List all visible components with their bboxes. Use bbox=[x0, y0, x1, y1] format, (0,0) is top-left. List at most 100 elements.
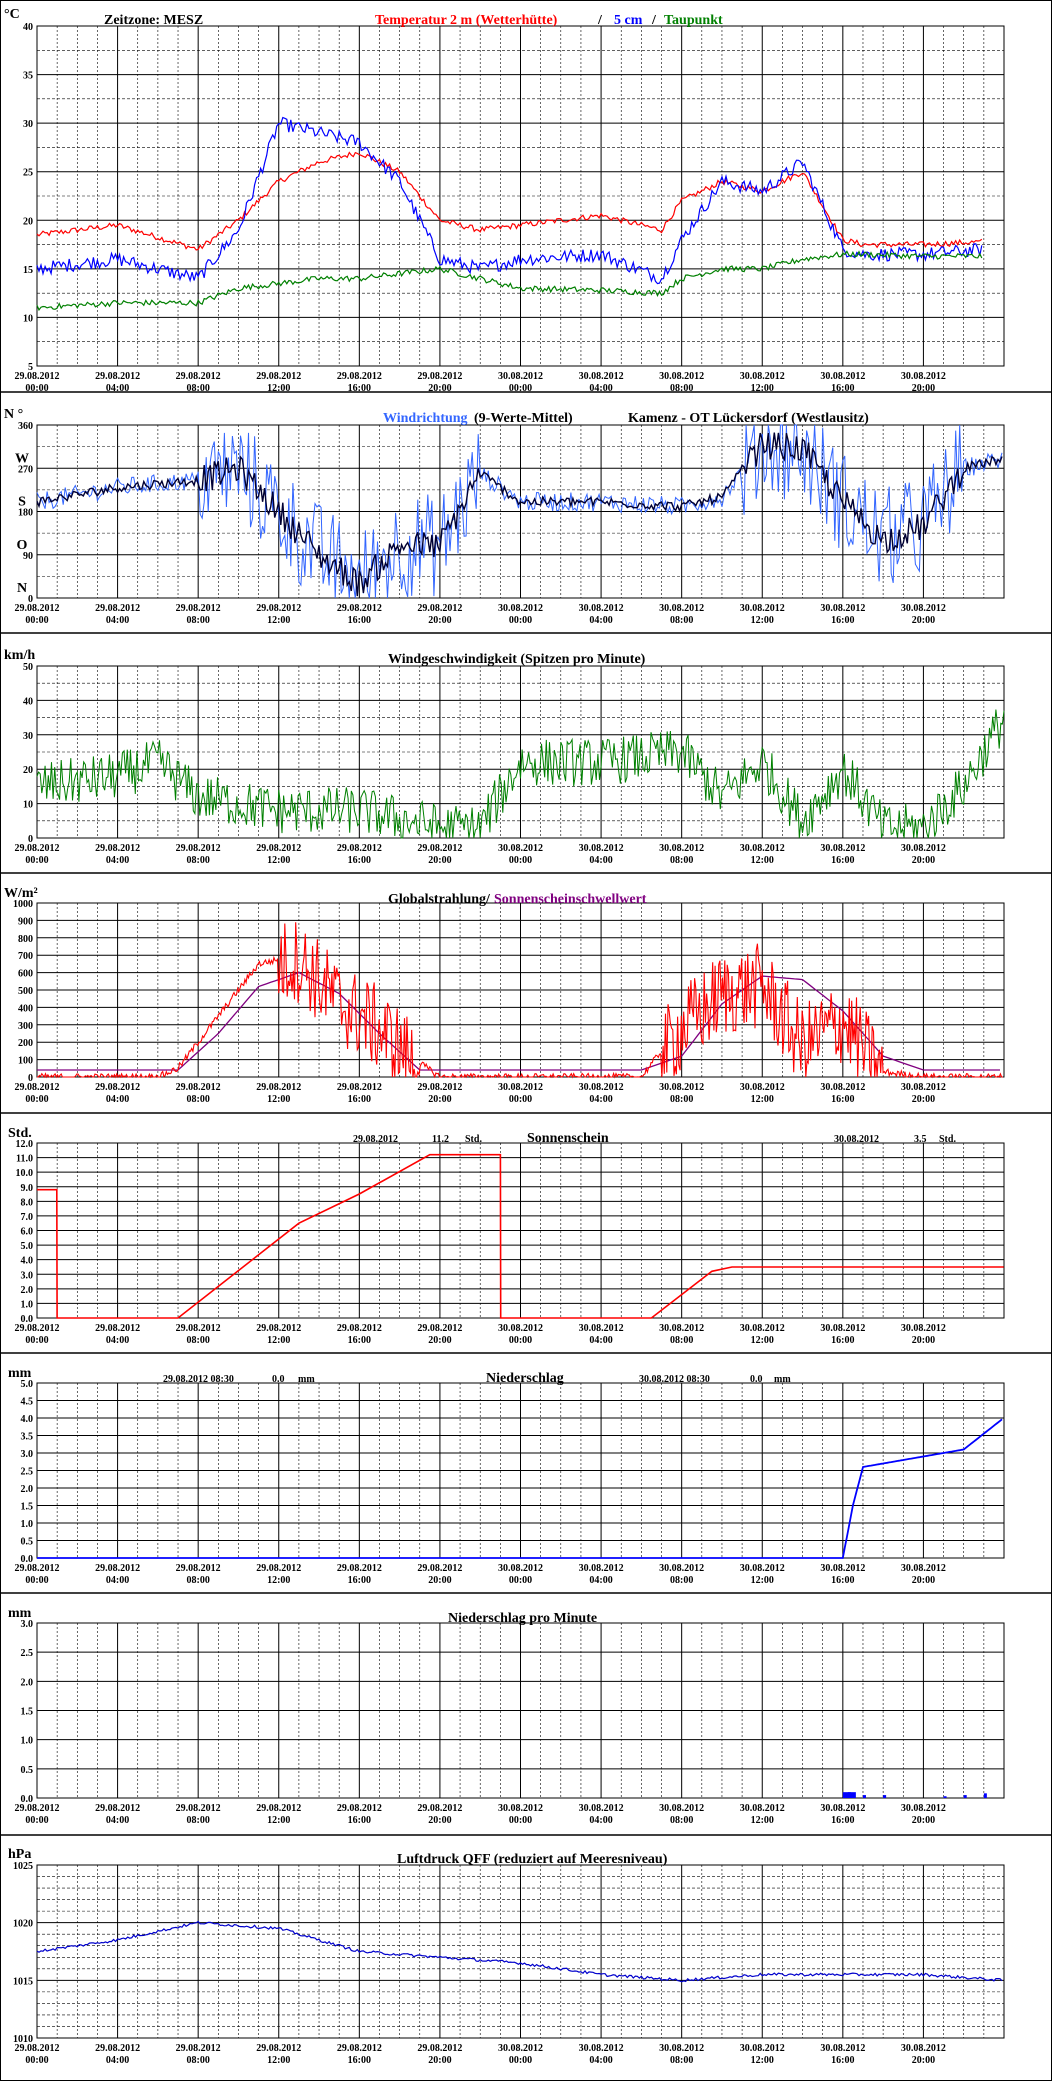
xtick-time-label: 16:00 bbox=[348, 1575, 371, 1586]
xtick-time-label: 00:00 bbox=[509, 383, 532, 394]
xtick-time-label: 20:00 bbox=[428, 2055, 451, 2066]
xtick-time-label: 00:00 bbox=[509, 615, 532, 626]
temp-title-sep: / bbox=[597, 13, 603, 28]
xtick-time-label: 08:00 bbox=[186, 1575, 209, 1586]
rain-ytick-label: 1.0 bbox=[21, 1519, 34, 1530]
xtick-time-label: 16:00 bbox=[831, 2055, 854, 2066]
xtick-date-label: 29.08.2012 bbox=[95, 1082, 140, 1093]
rainmin-ytick-label: 2.5 bbox=[21, 1648, 34, 1659]
sun-ytick-label: 2.0 bbox=[21, 1285, 34, 1296]
xtick-time-label: 16:00 bbox=[831, 1335, 854, 1346]
sunshine-threshold-line bbox=[37, 971, 1000, 1071]
xtick-time-label: 08:00 bbox=[186, 1094, 209, 1105]
xtick-date-label: 30.08.2012 bbox=[901, 1082, 946, 1093]
xtick-date-label: 29.08.2012 bbox=[15, 1563, 60, 1574]
xtick-date-label: 30.08.2012 bbox=[740, 1082, 785, 1093]
compass-label-N: N bbox=[17, 581, 27, 596]
xtick-time-label: 16:00 bbox=[831, 383, 854, 394]
xtick-date-label: 30.08.2012 bbox=[740, 843, 785, 854]
rad-ytick-label: 300 bbox=[18, 1021, 33, 1032]
xtick-time-label: 20:00 bbox=[428, 1575, 451, 1586]
xtick-time-label: 12:00 bbox=[267, 1335, 290, 1346]
xtick-time-label: 04:00 bbox=[106, 383, 129, 394]
sun-day2-value: 3.5 bbox=[914, 1134, 927, 1145]
wind-unit-label: km/h bbox=[4, 648, 35, 663]
xtick-date-label: 30.08.2012 bbox=[498, 1803, 543, 1814]
xtick-time-label: 00:00 bbox=[509, 1815, 532, 1826]
xtick-time-label: 00:00 bbox=[25, 1335, 48, 1346]
rain-unit-label: mm bbox=[8, 1366, 32, 1381]
rad-ytick-label: 900 bbox=[18, 916, 33, 927]
xtick-time-label: 12:00 bbox=[751, 383, 774, 394]
xtick-date-label: 29.08.2012 bbox=[337, 1323, 382, 1334]
xtick-date-label: 30.08.2012 bbox=[740, 1563, 785, 1574]
xtick-date-label: 29.08.2012 bbox=[417, 1082, 462, 1093]
xtick-date-label: 30.08.2012 bbox=[579, 1563, 624, 1574]
temp-ytick-label: 5 bbox=[28, 362, 33, 373]
xtick-date-label: 29.08.2012 bbox=[417, 371, 462, 382]
xtick-time-label: 16:00 bbox=[831, 1094, 854, 1105]
xtick-time-label: 04:00 bbox=[106, 1815, 129, 1826]
rain-day1-label: 29.08.2012 08:30 bbox=[163, 1374, 234, 1385]
xtick-date-label: 30.08.2012 bbox=[659, 1323, 704, 1334]
rad-ytick-label: 600 bbox=[18, 969, 33, 980]
xtick-time-label: 16:00 bbox=[831, 1815, 854, 1826]
rainmin-ytick-label: 3.0 bbox=[21, 1619, 34, 1630]
xtick-date-label: 29.08.2012 bbox=[176, 1323, 221, 1334]
temp-panel: 40353025201510529.08.201200:0029.08.2012… bbox=[4, 7, 1005, 394]
xtick-time-label: 16:00 bbox=[348, 855, 371, 866]
sun-ytick-label: 6.0 bbox=[21, 1227, 34, 1238]
xtick-date-label: 30.08.2012 bbox=[901, 1323, 946, 1334]
press-title: Luftdruck QFF (reduziert auf Meeresnivea… bbox=[397, 1852, 668, 1867]
temp-title-green: Taupunkt bbox=[664, 13, 723, 28]
xtick-date-label: 29.08.2012 bbox=[176, 603, 221, 614]
dir-title-black: (9-Werte-Mittel) bbox=[474, 411, 573, 426]
rain-day2-label: 30.08.2012 08:30 bbox=[639, 1374, 710, 1385]
rad-ytick-label: 0 bbox=[28, 1073, 33, 1084]
xtick-date-label: 29.08.2012 bbox=[417, 1323, 462, 1334]
xtick-time-label: 12:00 bbox=[267, 1815, 290, 1826]
xtick-time-label: 20:00 bbox=[912, 855, 935, 866]
xtick-time-label: 20:00 bbox=[912, 2055, 935, 2066]
temp-ytick-label: 10 bbox=[23, 313, 33, 324]
xtick-date-label: 29.08.2012 bbox=[417, 1803, 462, 1814]
press-ytick-label: 1010 bbox=[13, 2034, 33, 2045]
compass-label-W: W bbox=[15, 451, 29, 466]
sun-day1-date: 29.08.2012 bbox=[353, 1134, 398, 1145]
xtick-time-label: 20:00 bbox=[428, 1335, 451, 1346]
xtick-time-label: 16:00 bbox=[348, 1094, 371, 1105]
rad-ytick-label: 200 bbox=[18, 1038, 33, 1049]
xtick-time-label: 04:00 bbox=[106, 1575, 129, 1586]
xtick-time-label: 08:00 bbox=[670, 615, 693, 626]
wind-speed-line bbox=[36, 709, 1005, 839]
rain-ytick-label: 4.5 bbox=[21, 1397, 34, 1408]
xtick-time-label: 20:00 bbox=[912, 1094, 935, 1105]
xtick-date-label: 30.08.2012 bbox=[740, 603, 785, 614]
dir-ytick-label: 90 bbox=[23, 551, 33, 562]
sun-ytick-label: 10.0 bbox=[16, 1168, 34, 1179]
precipitation-sum-line bbox=[37, 1418, 1003, 1559]
temp-ytick-label: 25 bbox=[23, 168, 33, 179]
xtick-time-label: 12:00 bbox=[267, 615, 290, 626]
xtick-time-label: 00:00 bbox=[509, 1094, 532, 1105]
xtick-date-label: 30.08.2012 bbox=[820, 371, 865, 382]
xtick-time-label: 20:00 bbox=[428, 615, 451, 626]
xtick-time-label: 08:00 bbox=[670, 855, 693, 866]
xtick-time-label: 04:00 bbox=[106, 615, 129, 626]
xtick-time-label: 04:00 bbox=[589, 615, 612, 626]
xtick-date-label: 29.08.2012 bbox=[95, 843, 140, 854]
xtick-time-label: 00:00 bbox=[25, 1815, 48, 1826]
dir-ytick-label: 0 bbox=[28, 594, 33, 605]
xtick-date-label: 29.08.2012 bbox=[95, 603, 140, 614]
rain-ytick-label: 2.5 bbox=[21, 1467, 34, 1478]
rainmin-ytick-label: 0.0 bbox=[21, 1794, 34, 1805]
xtick-date-label: 29.08.2012 bbox=[15, 603, 60, 614]
xtick-time-label: 04:00 bbox=[106, 2055, 129, 2066]
xtick-time-label: 00:00 bbox=[25, 1094, 48, 1105]
xtick-time-label: 04:00 bbox=[589, 855, 612, 866]
xtick-time-label: 08:00 bbox=[670, 1815, 693, 1826]
temp-unit-label: °C bbox=[4, 7, 20, 22]
xtick-date-label: 30.08.2012 bbox=[498, 1563, 543, 1574]
